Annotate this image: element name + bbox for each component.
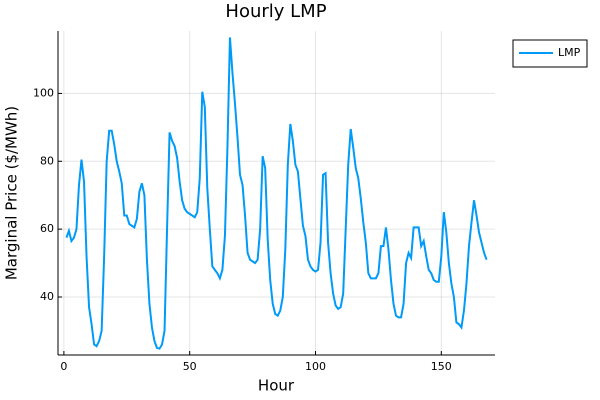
legend-label: LMP [558,46,581,59]
x-tick-label: 100 [305,360,326,373]
y-tick-label: 80 [40,154,54,167]
chart-title: Hourly LMP [225,1,326,22]
x-tick-label: 50 [183,360,197,373]
x-tick-label: 150 [431,360,452,373]
x-axis-label: Hour [258,377,295,395]
x-tick-label: 0 [60,360,67,373]
y-tick-label: 40 [40,290,54,303]
y-axis-label: Marginal Price ($/MWh) [3,106,21,280]
y-tick-label: 60 [40,222,54,235]
y-tick-label: 100 [33,86,54,99]
line-series [65,37,488,350]
